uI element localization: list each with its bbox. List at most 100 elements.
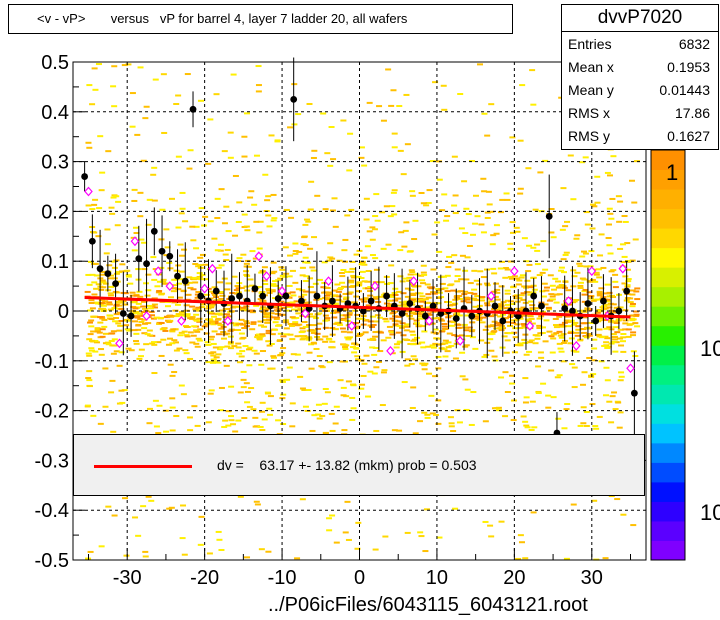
density-cell	[85, 204, 92, 207]
density-cell	[299, 274, 306, 277]
density-cell	[576, 262, 583, 265]
density-cell	[257, 425, 264, 428]
y-tick-label: 0.1	[41, 251, 69, 273]
density-cell	[316, 355, 323, 358]
density-cell	[367, 290, 374, 293]
density-cell	[439, 282, 446, 285]
open-point	[177, 316, 186, 326]
density-cell	[421, 411, 428, 414]
open-point	[510, 266, 519, 277]
density-cell	[633, 314, 640, 317]
profile-point	[491, 302, 499, 310]
density-cell	[468, 159, 475, 162]
density-cell	[583, 424, 590, 427]
density-cell	[395, 290, 402, 293]
density-cell	[348, 281, 355, 284]
density-cell	[102, 300, 109, 303]
density-cell	[514, 277, 521, 280]
density-cell	[467, 291, 474, 294]
density-cell	[299, 387, 306, 390]
density-cell	[242, 345, 249, 348]
density-cell	[307, 247, 314, 250]
density-cell	[459, 254, 466, 257]
density-cell	[618, 344, 625, 347]
density-cell	[275, 324, 282, 327]
density-cell	[371, 228, 378, 231]
density-cell	[451, 334, 458, 337]
density-cell	[610, 340, 617, 343]
density-cell	[622, 309, 629, 312]
density-cell	[121, 64, 128, 67]
density-cell	[255, 65, 262, 68]
density-cell	[390, 312, 397, 315]
density-cell	[190, 276, 197, 279]
density-cell	[292, 242, 299, 245]
density-cell	[322, 314, 329, 317]
density-cell	[237, 361, 244, 364]
density-cell	[249, 250, 256, 253]
density-cell	[152, 78, 159, 81]
density-cell	[484, 211, 491, 214]
density-cell	[497, 211, 504, 214]
density-cell	[373, 193, 380, 196]
density-cell	[424, 416, 431, 419]
density-cell	[472, 194, 479, 197]
profile-point	[545, 212, 553, 220]
density-cell	[180, 393, 187, 396]
density-cell	[400, 303, 407, 306]
density-cell	[370, 338, 377, 341]
density-cell	[525, 167, 532, 170]
density-cell	[553, 301, 560, 304]
density-cell	[348, 270, 355, 273]
density-cell	[310, 331, 317, 334]
density-cell	[291, 308, 298, 311]
density-cell	[410, 292, 417, 295]
stats-box: dvvP7020 Entries 6832 Mean x 0.1953 Mean…	[561, 4, 719, 150]
density-cell	[367, 370, 374, 373]
density-cell	[326, 529, 333, 532]
density-cell	[409, 194, 416, 197]
density-cell	[339, 281, 346, 284]
density-cell	[146, 422, 153, 425]
density-cell	[508, 300, 515, 303]
density-cell	[324, 317, 331, 320]
density-cell	[101, 318, 108, 321]
density-cell	[425, 201, 432, 204]
density-cell	[238, 355, 245, 358]
density-cell	[289, 338, 296, 341]
density-cell	[302, 290, 309, 293]
density-cell	[629, 289, 636, 292]
density-cell	[333, 541, 340, 544]
density-cell	[555, 280, 562, 283]
density-cell	[111, 338, 118, 341]
density-cell	[497, 315, 504, 318]
density-cell	[530, 511, 537, 514]
density-cell	[582, 252, 589, 255]
density-cell	[591, 338, 598, 341]
density-cell	[602, 557, 609, 560]
density-cell	[160, 280, 167, 283]
density-cell	[341, 429, 348, 432]
density-cell	[498, 304, 505, 307]
profile-point	[328, 297, 336, 305]
density-cell	[497, 307, 504, 310]
density-cell	[417, 420, 424, 423]
density-cell	[249, 328, 256, 331]
density-cell	[624, 284, 631, 287]
density-cell	[361, 362, 368, 365]
density-cell	[620, 333, 627, 336]
density-cell	[613, 341, 620, 344]
density-cell	[228, 347, 235, 350]
density-cell	[207, 118, 214, 121]
density-cell	[408, 317, 415, 320]
density-cell	[403, 300, 410, 303]
density-cell	[168, 506, 175, 509]
density-cell	[358, 387, 365, 390]
density-cell	[222, 419, 229, 422]
density-cell	[221, 222, 228, 225]
density-cell	[109, 332, 116, 335]
palette-cell	[651, 540, 685, 561]
density-cell	[184, 313, 191, 316]
open-point	[424, 316, 434, 326]
density-cell	[310, 324, 317, 327]
